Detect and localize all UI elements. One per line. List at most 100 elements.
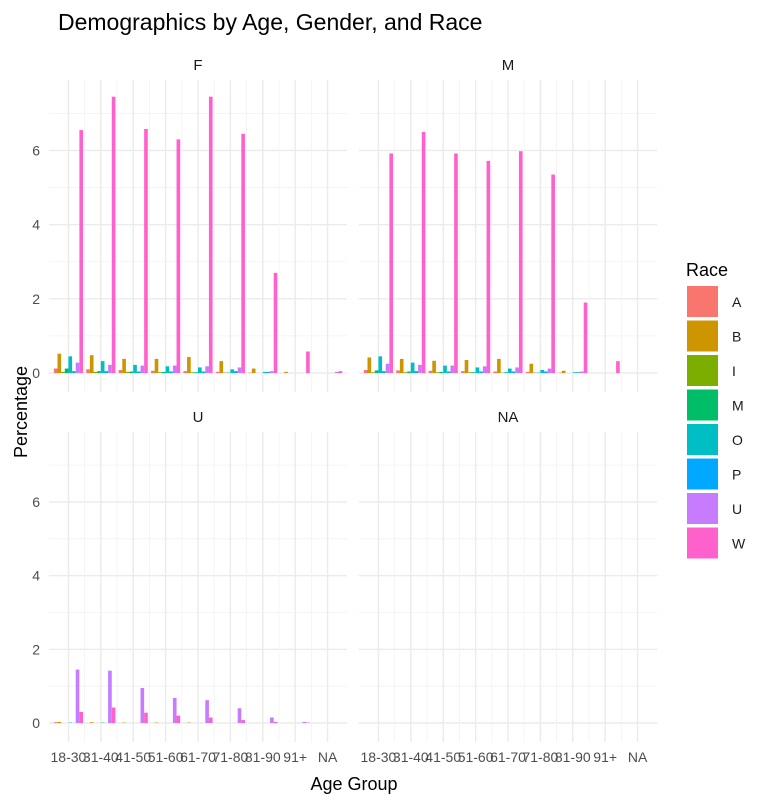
bar-u-91+ [302, 721, 307, 723]
bar-p-31-40 [414, 371, 419, 373]
bar-u-NA [334, 371, 339, 373]
legend-key-i [687, 355, 718, 386]
bar-o-61-70 [508, 368, 512, 373]
legend-label-w: W [732, 536, 746, 552]
bar-a-31-40 [396, 370, 400, 373]
bar-u-51-60 [172, 365, 177, 373]
bar-o-41-50 [133, 364, 137, 373]
bar-w-41-50 [454, 153, 458, 373]
bar-p-81-90 [576, 372, 581, 373]
bar-i-41-50 [125, 371, 130, 373]
bar-w-71-80 [551, 174, 555, 373]
x-tick-label: 61-70 [180, 749, 216, 765]
legend-key-p [687, 458, 718, 490]
bar-b-51-60 [464, 360, 469, 373]
legend-title: Race [686, 260, 728, 280]
bar-a-41-50 [428, 370, 433, 373]
bar-p-61-70 [511, 371, 516, 373]
y-tick-label: 2 [32, 291, 40, 307]
bar-o-31-40 [410, 362, 415, 373]
bar-i-51-60 [468, 372, 472, 373]
bar-i-41-50 [435, 372, 440, 373]
bar-i-18-30 [371, 372, 375, 373]
legend-label-u: U [732, 501, 742, 517]
bar-b-31-40 [399, 358, 404, 373]
bar-b-41-50 [432, 360, 436, 373]
bar-o-81-90 [572, 372, 577, 373]
bar-w-51-60 [176, 715, 181, 723]
bar-i-51-60 [158, 372, 162, 373]
bar-u-18-30 [385, 363, 390, 373]
bar-w-91+ [306, 351, 310, 373]
bar-o-18-30 [68, 356, 73, 373]
bar-b-71-80 [219, 361, 224, 373]
bar-w-71-80 [241, 133, 245, 373]
legend-key-w [687, 527, 718, 559]
bar-m-31-40 [97, 371, 101, 373]
x-tick-label: NA [628, 749, 648, 765]
bar-b-61-70 [187, 357, 191, 373]
legend-label-p: P [732, 467, 741, 483]
bar-p-71-80 [544, 371, 548, 373]
bar-w-18-30 [79, 130, 84, 373]
facet-panel-f: F 0 2 4 6 [32, 57, 347, 392]
bar-w-71-80 [241, 720, 245, 723]
bar-w-81-90 [273, 721, 278, 723]
x-tick-label: 31-40 [393, 749, 429, 765]
bar-b-61-70 [497, 358, 501, 373]
bar-u-81-90 [580, 371, 584, 373]
legend-key-m [687, 389, 718, 421]
bar-a-61-70 [493, 371, 498, 373]
x-tick-label: 31-40 [83, 749, 119, 765]
bar-o-81-90 [262, 371, 267, 373]
facet-panel-m: M [359, 57, 657, 392]
bar-o-41-50 [443, 365, 447, 373]
bar-u-61-70 [205, 366, 209, 373]
bar-w-61-70 [518, 151, 523, 373]
bar-o-71-80 [540, 370, 545, 373]
bar-m-41-50 [129, 371, 134, 373]
bar-u-71-80 [547, 368, 552, 373]
legend-label-i: I [732, 363, 736, 379]
bar-u-81-90 [270, 371, 274, 373]
legend-key-b [687, 320, 718, 352]
bar-u-51-60 [172, 697, 177, 723]
bar-b-41-50 [122, 358, 126, 373]
bar-u-18-30 [75, 362, 80, 373]
bar-w-41-50 [144, 128, 148, 373]
legend-label-m: M [732, 398, 744, 414]
legend-item-m: M [687, 389, 744, 421]
y-tick-label: 6 [32, 142, 40, 158]
bar-p-81-90 [266, 371, 271, 373]
bar-m-51-60 [161, 371, 166, 373]
bar-p-61-70 [201, 371, 206, 373]
bar-w-51-60 [176, 139, 181, 373]
x-tick-label: 41-50 [425, 749, 461, 765]
bar-o-51-60 [475, 367, 480, 373]
y-tick-label: 4 [32, 217, 40, 233]
bar-u-41-50 [450, 365, 455, 373]
legend-label-a: A [732, 294, 742, 310]
x-tick-label: NA [318, 749, 338, 765]
bar-b-18-30 [57, 721, 62, 723]
bar-p-31-40 [104, 371, 109, 373]
facet-strip-label: F [193, 57, 202, 74]
bar-a-31-40 [86, 369, 90, 373]
x-tick-label: 61-70 [490, 749, 526, 765]
bar-b-18-30 [367, 357, 372, 373]
bar-u-61-70 [515, 367, 519, 373]
bar-p-51-60 [479, 371, 483, 373]
bar-w-91+ [616, 361, 620, 373]
bar-a-71-80 [525, 371, 530, 373]
x-tick-label: 71-80 [212, 749, 248, 765]
legend: Race A B I M O P U W [686, 260, 746, 559]
bar-u-61-70 [205, 700, 209, 723]
bar-u-81-90 [270, 717, 274, 723]
bar-b-18-30 [57, 353, 62, 373]
y-tick-label: 6 [32, 494, 40, 510]
x-tick-label: 51-60 [458, 749, 494, 765]
legend-label-b: B [732, 329, 741, 345]
facet-strip-label: NA [498, 409, 519, 426]
bar-a-61-70 [183, 371, 188, 373]
